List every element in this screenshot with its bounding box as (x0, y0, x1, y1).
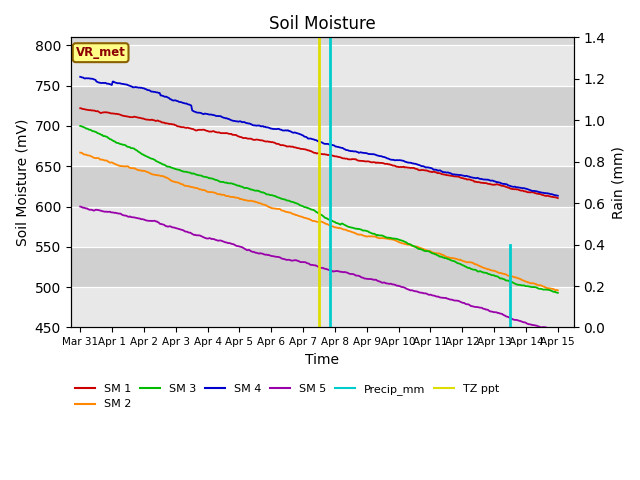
Bar (70, 166, 573, 206)
Text: VR_met: VR_met (76, 46, 125, 59)
Bar (70, 287, 573, 327)
Bar (70, 126, 573, 166)
Title: Soil Moisture: Soil Moisture (269, 15, 376, 33)
Bar (70, 46, 573, 86)
X-axis label: Time: Time (305, 353, 339, 367)
Bar (70, 206, 573, 247)
Y-axis label: Soil Moisture (mV): Soil Moisture (mV) (15, 119, 29, 246)
Legend: SM 1, SM 2, SM 3, SM 4, SM 5, Precip_mm, TZ ppt: SM 1, SM 2, SM 3, SM 4, SM 5, Precip_mm,… (70, 380, 504, 414)
Bar (70, 86, 573, 126)
Y-axis label: Rain (mm): Rain (mm) (611, 146, 625, 219)
Bar (70, 247, 573, 287)
